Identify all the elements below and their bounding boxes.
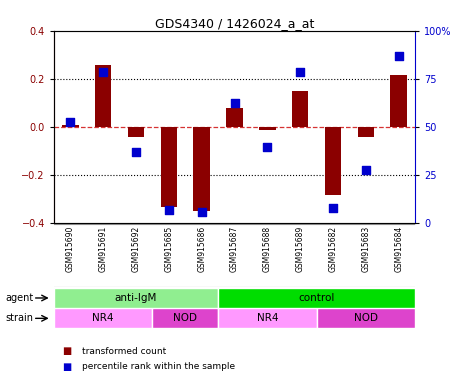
- Bar: [325, 127, 341, 195]
- Text: GSM915687: GSM915687: [230, 226, 239, 272]
- Text: GSM915686: GSM915686: [197, 226, 206, 272]
- Point: [165, 207, 173, 213]
- Text: GSM915683: GSM915683: [361, 226, 371, 272]
- Bar: [152, 308, 218, 328]
- Point: [231, 99, 238, 106]
- Text: GSM915689: GSM915689: [295, 226, 305, 272]
- Point: [329, 205, 337, 211]
- Bar: [54, 288, 218, 308]
- Text: NOD: NOD: [173, 313, 197, 323]
- Bar: [292, 91, 308, 127]
- Bar: [218, 308, 317, 328]
- Point: [296, 69, 304, 75]
- Bar: [54, 308, 152, 328]
- Bar: [62, 125, 78, 127]
- Text: NR4: NR4: [92, 313, 114, 323]
- Bar: [259, 127, 275, 130]
- Point: [264, 144, 271, 150]
- Bar: [357, 127, 374, 137]
- Text: percentile rank within the sample: percentile rank within the sample: [82, 362, 235, 371]
- Bar: [226, 108, 242, 127]
- Text: ■: ■: [63, 346, 76, 356]
- Point: [67, 119, 74, 125]
- Bar: [390, 75, 407, 127]
- Point: [132, 149, 140, 156]
- Text: ■: ■: [63, 362, 76, 372]
- Point: [362, 167, 370, 173]
- Text: GSM915690: GSM915690: [66, 226, 75, 272]
- Point: [99, 69, 107, 75]
- Bar: [128, 127, 144, 137]
- Text: strain: strain: [6, 313, 34, 323]
- Bar: [218, 288, 415, 308]
- Text: GDS4340 / 1426024_a_at: GDS4340 / 1426024_a_at: [155, 17, 314, 30]
- Text: NOD: NOD: [354, 313, 378, 323]
- Bar: [95, 65, 111, 127]
- Point: [198, 209, 205, 215]
- Text: GSM915688: GSM915688: [263, 226, 272, 272]
- Text: control: control: [298, 293, 335, 303]
- Bar: [193, 127, 210, 212]
- Text: transformed count: transformed count: [82, 347, 166, 356]
- Point: [395, 53, 402, 60]
- Text: GSM915685: GSM915685: [164, 226, 174, 272]
- Bar: [160, 127, 177, 207]
- Text: GSM915684: GSM915684: [394, 226, 403, 272]
- Text: GSM915692: GSM915692: [131, 226, 141, 272]
- Text: GSM915682: GSM915682: [328, 226, 338, 272]
- Text: GSM915691: GSM915691: [98, 226, 108, 272]
- Text: anti-IgM: anti-IgM: [115, 293, 157, 303]
- Bar: [317, 308, 415, 328]
- Text: agent: agent: [6, 293, 34, 303]
- Text: NR4: NR4: [257, 313, 278, 323]
